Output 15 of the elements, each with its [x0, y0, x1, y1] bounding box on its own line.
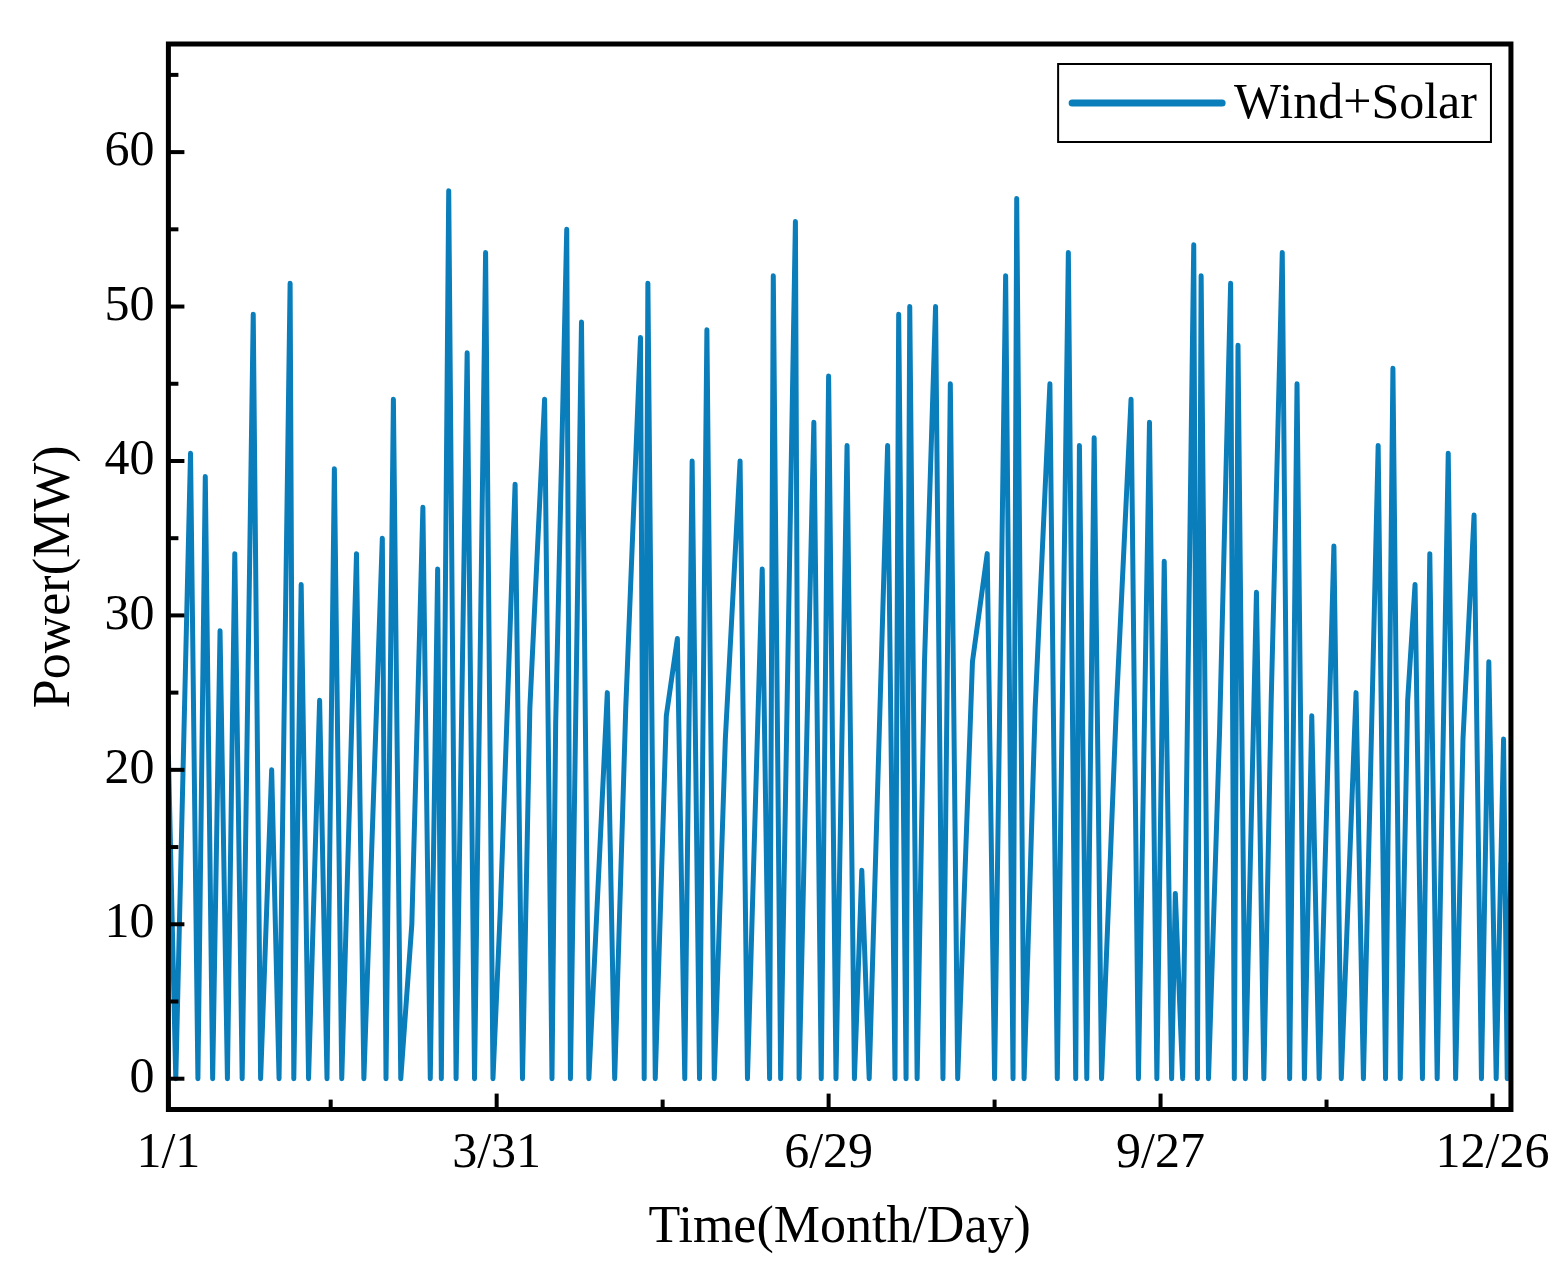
x-axis-title: Time(Month/Day) [648, 1196, 1031, 1255]
x-tick-label: 9/27 [1116, 1121, 1206, 1178]
y-tick-label: 20 [104, 737, 155, 794]
y-tick-label: 40 [104, 429, 155, 486]
legend-label: Wind+Solar [1234, 73, 1478, 130]
y-tick-label: 50 [104, 274, 155, 331]
y-axis-title: Power(MW) [22, 445, 81, 709]
x-tick-label: 3/31 [452, 1121, 542, 1178]
x-tick-label: 6/29 [784, 1121, 874, 1178]
x-tick-label: 12/26 [1435, 1121, 1550, 1178]
x-tick-label: 1/1 [136, 1121, 201, 1178]
y-tick-label: 60 [104, 120, 155, 177]
y-tick-label: 10 [104, 892, 155, 949]
y-tick-label: 30 [104, 583, 155, 640]
y-tick-label: 0 [129, 1046, 155, 1103]
